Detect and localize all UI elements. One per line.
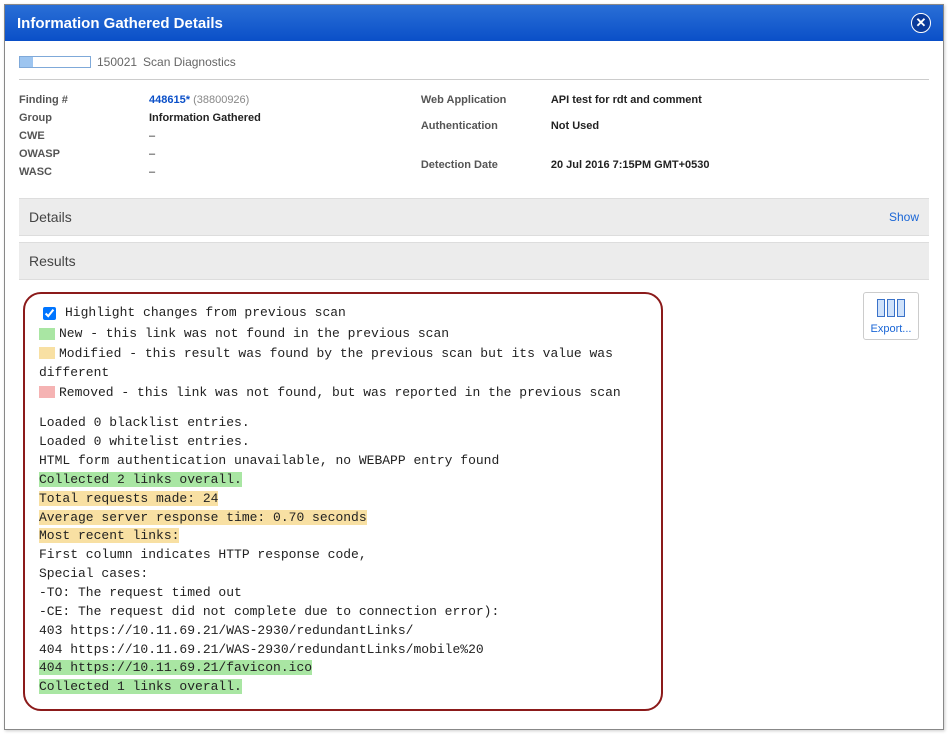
diagnostic-lines: Loaded 0 blacklist entries.Loaded 0 whit… xyxy=(39,414,647,697)
diag-line: -TO: The request timed out xyxy=(39,584,647,603)
details-section-header: Details Show xyxy=(19,198,929,236)
dialog-title: Information Gathered Details xyxy=(17,15,223,32)
swatch-removed-icon xyxy=(39,386,55,398)
webapp-value: API test for rdt and comment xyxy=(551,94,710,114)
diag-line: HTML form authentication unavailable, no… xyxy=(39,452,647,471)
diag-line: Special cases: xyxy=(39,565,647,584)
details-title: Details xyxy=(29,209,72,225)
metadata-left: Finding # 448615* (38800926) Group Infor… xyxy=(19,94,261,178)
diag-line: Average server response time: 0.70 secon… xyxy=(39,509,647,528)
diag-line: Collected 2 links overall. xyxy=(39,471,647,490)
dialog: Information Gathered Details ✕ 150021 Sc… xyxy=(4,4,944,730)
cwe-value: – xyxy=(149,130,261,142)
owasp-label: OWASP xyxy=(19,148,139,160)
metadata: Finding # 448615* (38800926) Group Infor… xyxy=(19,94,929,178)
scan-summary: 150021 Scan Diagnostics xyxy=(19,53,929,80)
diag-line: 403 https://10.11.69.21/WAS-2930/redunda… xyxy=(39,622,647,641)
results-body: Highlight changes from previous scan New… xyxy=(19,284,929,715)
diag-line: Loaded 0 whitelist entries. xyxy=(39,433,647,452)
detection-label: Detection Date xyxy=(421,159,541,179)
legend-new: New - this link was not found in the pre… xyxy=(39,325,647,344)
details-show-link[interactable]: Show xyxy=(889,210,919,224)
finding-label: Finding # xyxy=(19,94,139,106)
diag-line: Collected 1 links overall. xyxy=(39,678,647,697)
legend-modified: Modified - this result was found by the … xyxy=(39,345,647,383)
highlight-label: Highlight changes from previous scan xyxy=(65,304,346,323)
auth-label: Authentication xyxy=(421,120,541,140)
export-icon xyxy=(877,299,905,319)
auth-value: Not Used xyxy=(551,120,710,140)
swatch-modified-icon xyxy=(39,347,55,359)
close-button[interactable]: ✕ xyxy=(911,13,931,33)
results-title: Results xyxy=(29,253,76,269)
dialog-titlebar: Information Gathered Details ✕ xyxy=(5,5,943,41)
diag-line: Total requests made: 24 xyxy=(39,490,647,509)
highlight-checkbox[interactable] xyxy=(43,307,56,320)
wasc-label: WASC xyxy=(19,166,139,178)
results-section-header: Results xyxy=(19,242,929,280)
diag-line: -CE: The request did not complete due to… xyxy=(39,603,647,622)
swatch-new-icon xyxy=(39,328,55,340)
detection-value: 20 Jul 2016 7:15PM GMT+0530 xyxy=(551,159,710,179)
close-icon: ✕ xyxy=(916,15,927,31)
group-value: Information Gathered xyxy=(149,112,261,124)
legend-removed: Removed - this link was not found, but w… xyxy=(39,384,647,403)
diag-line: First column indicates HTTP response cod… xyxy=(39,546,647,565)
scan-qid: 150021 xyxy=(97,55,137,69)
diag-line: Loaded 0 blacklist entries. xyxy=(39,414,647,433)
wasc-value: – xyxy=(149,166,261,178)
highlight-toggle-row: Highlight changes from previous scan xyxy=(39,304,647,323)
diag-line: 404 https://10.11.69.21/favicon.ico xyxy=(39,659,647,678)
owasp-value: – xyxy=(149,148,261,160)
export-button[interactable]: Export... xyxy=(863,292,919,340)
webapp-label: Web Application xyxy=(421,94,541,114)
finding-id[interactable]: 448615* (38800926) xyxy=(149,94,261,106)
group-label: Group xyxy=(19,112,139,124)
diag-line: Most recent links: xyxy=(39,527,647,546)
dialog-content: 150021 Scan Diagnostics Finding # 448615… xyxy=(5,41,943,729)
cwe-label: CWE xyxy=(19,130,139,142)
export-label: Export... xyxy=(871,323,912,335)
severity-meter xyxy=(19,56,91,68)
scan-name: Scan Diagnostics xyxy=(143,55,236,69)
diagnostics-callout: Highlight changes from previous scan New… xyxy=(23,292,663,711)
metadata-right: Web Application API test for rdt and com… xyxy=(421,94,710,178)
diag-line: 404 https://10.11.69.21/WAS-2930/redunda… xyxy=(39,641,647,660)
